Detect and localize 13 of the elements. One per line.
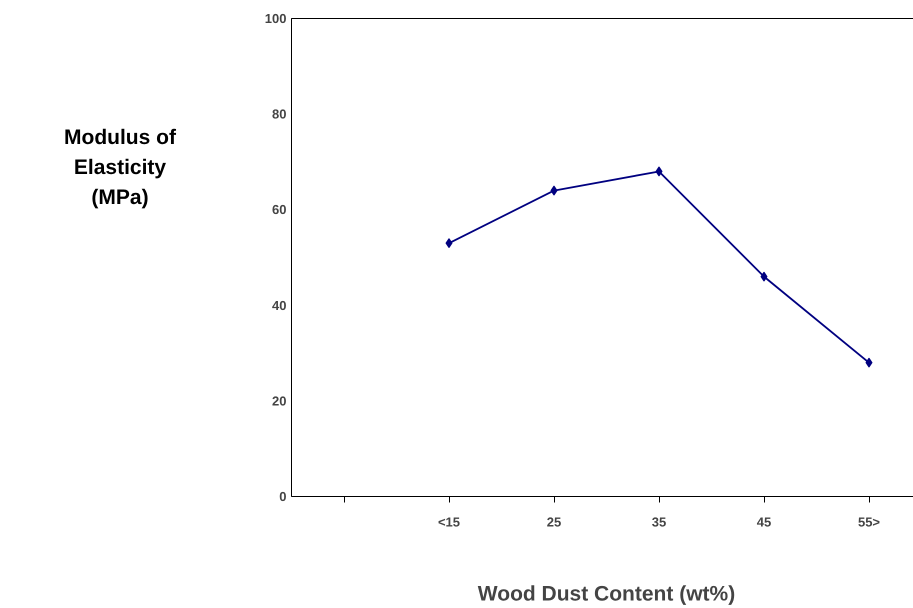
y-axis-title: Modulus of Elasticity (MPa)	[64, 125, 176, 211]
x-tick-label: 35	[652, 514, 666, 530]
x-axis-title: Wood Dust Content (wt%)	[478, 582, 736, 606]
y-tick-label: 100	[264, 11, 287, 26]
x-tick-label: 25	[546, 514, 562, 530]
y-tick-label: 60	[272, 202, 287, 218]
x-tick-label: 45	[756, 514, 772, 530]
y-tick-label: 80	[272, 106, 287, 122]
y-tick-label: 40	[272, 298, 287, 313]
y-tick-label: 0	[279, 489, 287, 504]
x-tick-label: <15	[438, 514, 460, 530]
x-tick-label: 55>	[858, 514, 880, 530]
y-tick-label: 20	[272, 393, 287, 408]
